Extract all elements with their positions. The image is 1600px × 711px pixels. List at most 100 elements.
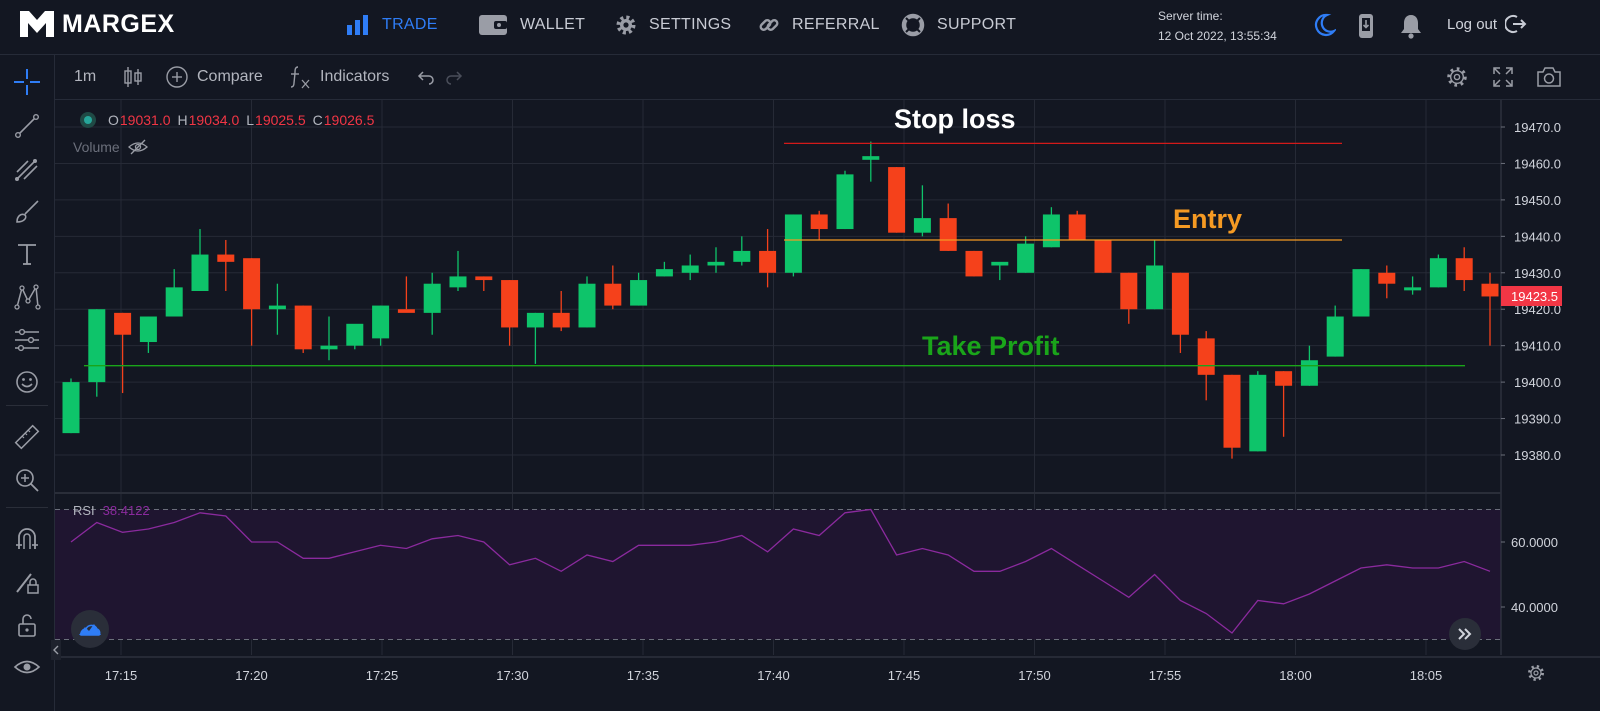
candle-body bbox=[114, 312, 132, 335]
candle-body bbox=[1223, 374, 1241, 448]
candle-body bbox=[268, 305, 286, 310]
pattern-tool[interactable] bbox=[13, 283, 41, 311]
emoji-tool[interactable] bbox=[13, 368, 41, 396]
ohlc-high: 19034.0 bbox=[188, 112, 240, 128]
ruler-icon bbox=[14, 424, 40, 450]
undo-button[interactable] bbox=[414, 55, 442, 99]
candle bbox=[1120, 272, 1138, 324]
time-tick-label: 18:05 bbox=[1410, 668, 1443, 683]
time-tick-label: 17:45 bbox=[888, 668, 921, 683]
candle-body bbox=[733, 250, 751, 262]
price-tick-label: 19440.0 bbox=[1514, 229, 1561, 244]
candle bbox=[810, 210, 828, 240]
candle-body bbox=[552, 312, 570, 328]
fib-tool[interactable] bbox=[13, 155, 41, 183]
zoom-tool[interactable] bbox=[13, 466, 41, 494]
candle bbox=[888, 167, 906, 233]
margex-logo[interactable]: MARGEX bbox=[18, 9, 175, 39]
time-tick-label: 17:55 bbox=[1149, 668, 1182, 683]
ruler-tool[interactable] bbox=[13, 423, 41, 451]
nav-trade[interactable]: TRADE bbox=[346, 0, 438, 50]
candle-body bbox=[1120, 272, 1138, 310]
visibility-tool[interactable] bbox=[13, 653, 41, 681]
brush-tool[interactable] bbox=[13, 198, 41, 226]
crosshair-tool[interactable] bbox=[13, 68, 41, 96]
text-tool[interactable] bbox=[13, 240, 41, 268]
tradingview-logo-button[interactable] bbox=[71, 610, 109, 648]
interval-button[interactable]: 1m bbox=[74, 55, 96, 99]
candle bbox=[88, 309, 106, 397]
candle-body bbox=[1094, 239, 1112, 273]
candle bbox=[1429, 254, 1447, 288]
candle-body bbox=[320, 345, 338, 350]
candle bbox=[1068, 210, 1086, 240]
moon-icon[interactable] bbox=[1314, 13, 1336, 37]
logout-button[interactable]: Log out bbox=[1447, 14, 1527, 34]
indicators-button[interactable]: Indicators bbox=[288, 55, 389, 99]
redo-icon bbox=[446, 71, 463, 85]
lock-drawing-tool[interactable] bbox=[13, 568, 41, 596]
candle bbox=[1326, 305, 1344, 357]
candle bbox=[1404, 276, 1422, 295]
scroll-to-realtime-button[interactable] bbox=[1449, 618, 1481, 650]
indicators-label: Indicators bbox=[320, 68, 390, 85]
plus-circle-icon bbox=[166, 66, 188, 88]
chart-settings-button[interactable] bbox=[1445, 55, 1477, 99]
symbol-status-icon[interactable] bbox=[80, 112, 96, 128]
candle-body bbox=[1429, 258, 1447, 288]
magnet-tool[interactable] bbox=[13, 525, 41, 553]
candles bbox=[62, 141, 1499, 459]
time-tick-label: 17:20 bbox=[235, 668, 268, 683]
trend-line-tool[interactable] bbox=[13, 112, 41, 140]
fullscreen-button[interactable] bbox=[1492, 55, 1522, 99]
chart-toolbar: 1m Compare Indicators bbox=[55, 55, 1600, 100]
prediction-tool[interactable] bbox=[13, 326, 41, 354]
unlock-icon bbox=[18, 614, 36, 637]
compare-label: Compare bbox=[197, 68, 263, 85]
take-profit-label: Take Profit bbox=[922, 331, 1060, 361]
brand-name: MARGEX bbox=[62, 9, 175, 38]
candle bbox=[759, 229, 777, 288]
candle-body bbox=[526, 312, 544, 328]
rsi-line bbox=[70, 508, 1491, 634]
candle bbox=[784, 214, 802, 277]
chevron-left-icon bbox=[53, 645, 59, 655]
pencil-lock-icon bbox=[16, 573, 39, 594]
price-tick-label: 19450.0 bbox=[1514, 193, 1561, 208]
wallet-icon bbox=[479, 15, 507, 35]
screenshot-button[interactable] bbox=[1536, 55, 1570, 99]
time-axis: 17:15 17:20 17:25 17:30 17:35 17:40 17:45 17:50… bbox=[55, 656, 1600, 683]
nav-wallet[interactable]: WALLET bbox=[478, 0, 585, 50]
nav-settings[interactable]: SETTINGS bbox=[615, 0, 731, 50]
candle-body bbox=[294, 305, 312, 350]
time-tick-label: 17:40 bbox=[757, 668, 790, 683]
candle bbox=[346, 323, 364, 350]
crosshair-icon bbox=[14, 69, 40, 95]
candle bbox=[991, 261, 1009, 281]
volume-legend[interactable]: Volume bbox=[73, 139, 148, 155]
candle-body bbox=[88, 309, 106, 383]
axis-settings-icon[interactable] bbox=[1526, 663, 1546, 683]
candle bbox=[165, 269, 183, 317]
price-tick-label: 19460.0 bbox=[1514, 156, 1561, 171]
candle-body bbox=[372, 305, 390, 339]
pattern-icon bbox=[14, 284, 41, 310]
compare-button[interactable]: Compare bbox=[165, 55, 263, 99]
entry-label: Entry bbox=[1173, 204, 1243, 234]
eye-off-icon[interactable] bbox=[127, 139, 148, 155]
nav-referral-label: REFERRAL bbox=[792, 16, 880, 33]
candle-body bbox=[913, 218, 931, 233]
chart-type-button[interactable] bbox=[123, 55, 151, 99]
time-tick-label: 17:35 bbox=[627, 668, 660, 683]
nav-settings-label: SETTINGS bbox=[649, 16, 732, 33]
redo-button[interactable] bbox=[446, 55, 474, 99]
nav-referral[interactable]: REFERRAL bbox=[758, 0, 880, 50]
phone-icon[interactable] bbox=[1357, 13, 1375, 39]
bell-icon[interactable] bbox=[1400, 13, 1422, 39]
double-chevron-right-icon bbox=[1458, 628, 1472, 640]
candle bbox=[655, 261, 673, 277]
lock-tool[interactable] bbox=[13, 611, 41, 639]
collapse-toolbar-button[interactable] bbox=[51, 640, 61, 660]
nav-support[interactable]: SUPPORT bbox=[901, 0, 1016, 50]
